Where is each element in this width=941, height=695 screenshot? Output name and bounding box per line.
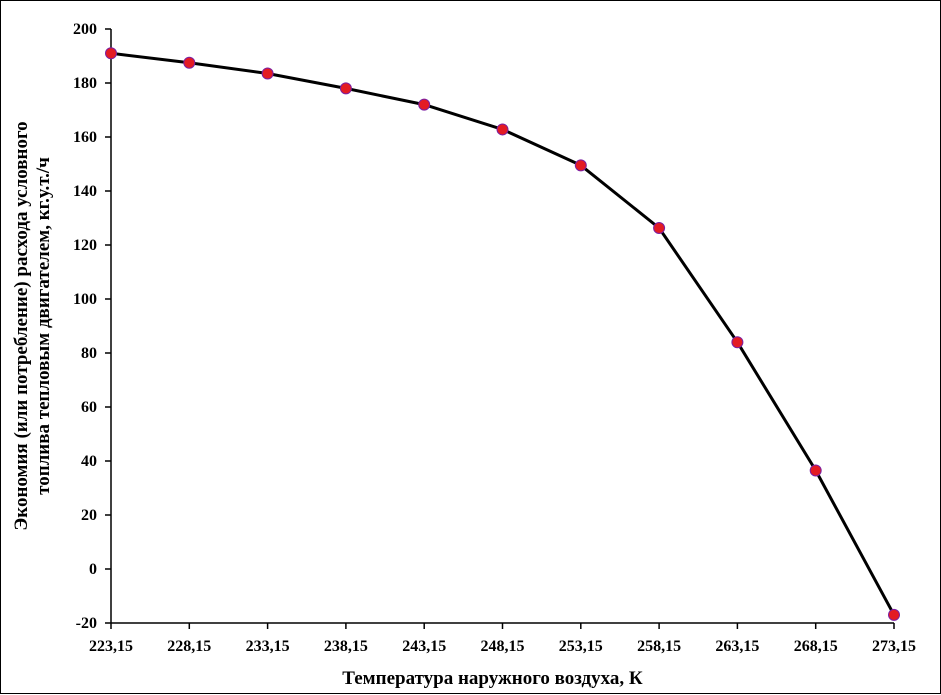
data-point [653,221,666,234]
y-tick-label: 100 [73,291,97,308]
y-tick-label: -20 [76,615,97,632]
y-axis-ticks: -20 0 20 40 60 80 100 120 140 160 180 200 [73,21,111,632]
data-point [574,159,587,172]
data-point [496,123,509,136]
data-point [731,336,744,349]
x-tick-label: 253,15 [559,638,603,655]
data-markers [105,47,900,621]
data-point [418,98,431,111]
data-point [183,56,196,69]
y-tick-label: 40 [81,453,97,470]
x-tick-label: 228,15 [167,638,211,655]
y-tick-label: 200 [73,21,97,38]
x-tick-label: 263,15 [715,638,759,655]
x-tick-label: 248,15 [481,638,525,655]
y-tick-label: 160 [73,129,97,146]
y-axis-title: Экономия (или потребление) расхода услов… [11,121,54,530]
y-tick-label: 0 [89,561,97,578]
y-tick-label: 120 [73,237,97,254]
data-point [105,47,117,60]
y-tick-label: 140 [73,183,97,200]
x-tick-label: 243,15 [402,638,446,655]
y-tick-label: 20 [81,507,97,524]
x-tick-label: 258,15 [637,638,681,655]
x-tick-label: 238,15 [324,638,368,655]
data-point [261,67,274,80]
x-tick-label: 268,15 [794,638,838,655]
y-axis-title-line-2: топлива тепловым двигателем, кг.у.т./ч [33,157,54,495]
y-tick-label: 60 [81,399,97,416]
x-axis-title: Температура наружного воздуха, К [342,668,643,689]
y-axis-title-line-1: Экономия (или потребление) расхода услов… [11,121,32,530]
data-point [809,464,822,477]
data-point [339,82,352,95]
x-tick-label: 233,15 [246,638,290,655]
y-tick-label: 80 [81,345,97,362]
x-tick-label: 273,15 [872,638,916,655]
data-point [888,608,900,621]
x-tick-label: 223,15 [89,638,133,655]
y-tick-label: 180 [73,75,97,92]
series-line [110,51,896,616]
x-axis-ticks: 223,15 228,15 233,15 238,15 243,15 248,15 253,… [89,623,916,655]
